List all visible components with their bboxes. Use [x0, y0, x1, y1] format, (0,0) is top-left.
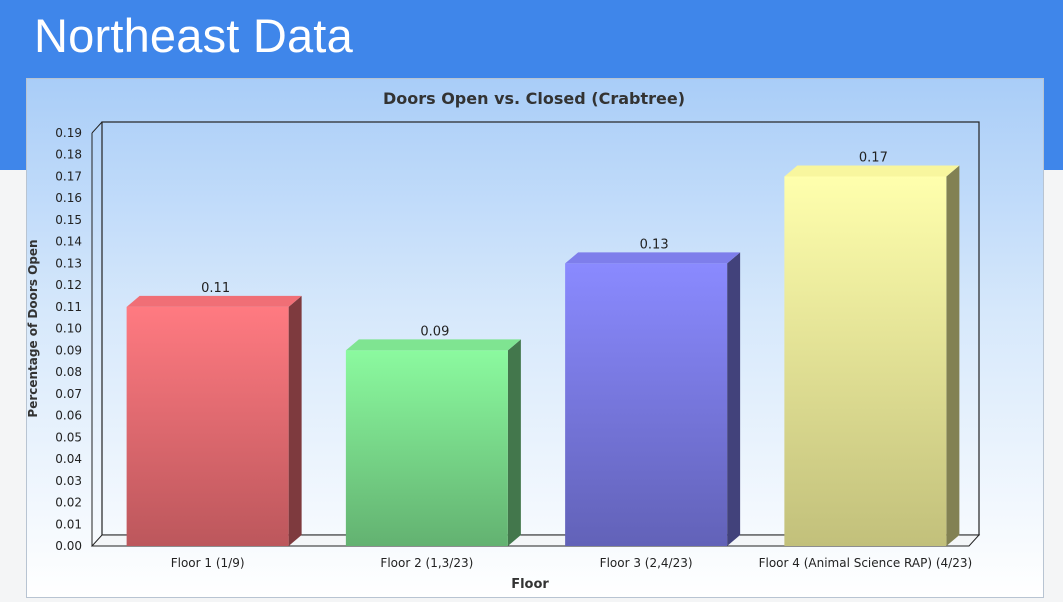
bars: 0.11 0.09 0.13 0.17 [126, 150, 960, 546]
data-label: 0.13 [640, 237, 669, 252]
y-tick-label: 0.12 [55, 278, 82, 292]
bar [126, 295, 302, 546]
bar-top [565, 252, 741, 264]
y-tick-label: 0.01 [55, 517, 82, 531]
y-tick-label: 0.07 [55, 387, 82, 401]
y-tick-label: 0.13 [55, 256, 82, 270]
y-tick-label: 0.02 [55, 496, 82, 510]
slide-title: Northeast Data [34, 9, 353, 62]
y-tick-label: 0.05 [55, 430, 82, 444]
y-tick-label: 0.04 [55, 452, 82, 466]
bar-front [345, 350, 508, 546]
y-tick-label: 0.14 [55, 235, 82, 249]
bar-top [784, 165, 960, 177]
y-axis-label: Percentage of Doors Open [26, 239, 40, 417]
bar-top [345, 339, 521, 351]
y-tick-label: 0.17 [55, 169, 82, 183]
y-tick-label: 0.15 [55, 213, 82, 227]
y-tick-label: 0.00 [55, 539, 82, 553]
plot-area [90, 121, 981, 547]
bar [784, 165, 960, 546]
x-tick-label: Floor 1 (1/9) [171, 556, 245, 570]
bar-side [288, 295, 302, 546]
y-tick-label: 0.09 [55, 343, 82, 357]
data-label: 0.17 [859, 150, 888, 165]
bar-side [727, 252, 741, 546]
data-label: 0.11 [201, 281, 230, 296]
chart-title: Doors Open vs. Closed (Crabtree) [383, 89, 685, 108]
bar-front [126, 306, 289, 546]
x-tick-label: Floor 3 (2,4/23) [600, 556, 693, 570]
y-tick-label: 0.19 [55, 126, 82, 140]
bar-front [784, 176, 947, 546]
y-tick-label: 0.16 [55, 191, 82, 205]
y-tick-label: 0.10 [55, 322, 82, 336]
y-tick-label: 0.18 [55, 148, 82, 162]
y-tick-label: 0.06 [55, 409, 82, 423]
x-axis-ticks: Floor 1 (1/9) Floor 2 (1,3/23) Floor 3 (2,… [171, 556, 972, 570]
x-tick-label: Floor 4 (Animal Science RAP) (4/23) [759, 556, 973, 570]
bar-side [507, 339, 521, 546]
y-tick-label: 0.08 [55, 365, 82, 379]
y-axis-ticks: 0.00 0.01 0.02 0.03 0.04 0.05 0.06 0.07 0.08 0.09… [55, 126, 82, 553]
bar-front [565, 263, 728, 546]
data-label: 0.09 [420, 324, 449, 339]
x-tick-label: Floor 2 (1,3/23) [380, 556, 473, 570]
bar [345, 339, 521, 546]
y-tick-label: 0.11 [55, 300, 82, 314]
y-tick-label: 0.03 [55, 474, 82, 488]
bar-side [946, 165, 960, 546]
bar [565, 252, 741, 546]
x-axis-label: Floor [511, 577, 549, 592]
bar-top [126, 295, 302, 307]
